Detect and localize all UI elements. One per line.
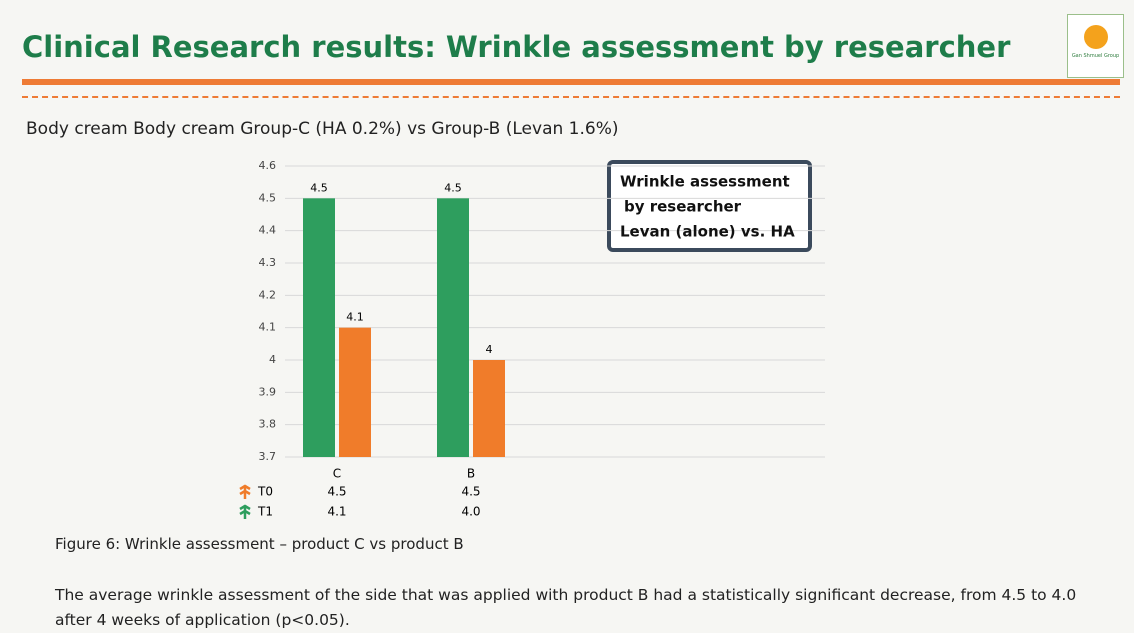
table-cell: 4.0 xyxy=(461,505,480,519)
table-row-label: T1 xyxy=(257,505,273,519)
data-label: 4 xyxy=(486,343,493,356)
bar xyxy=(437,198,469,458)
dashed-rule xyxy=(22,96,1120,98)
slide-title: Clinical Research results: Wrinkle asses… xyxy=(22,30,1011,64)
bar xyxy=(303,198,335,458)
bar xyxy=(339,327,371,457)
data-label: 4.1 xyxy=(346,311,364,324)
y-tick-label: 4.3 xyxy=(259,256,277,269)
annotation-text: Levan (alone) vs. HA xyxy=(620,223,795,241)
y-tick-label: 4.6 xyxy=(259,159,277,172)
x-tick-label: B xyxy=(467,467,475,481)
data-label: 4.5 xyxy=(310,181,328,194)
data-label: 4.5 xyxy=(444,181,462,194)
y-tick-label: 3.7 xyxy=(259,450,277,463)
y-tick-label: 4 xyxy=(269,353,276,366)
table-cell: 4.1 xyxy=(327,505,346,519)
title-rule xyxy=(22,79,1120,85)
logo: Gan Shmuel Group xyxy=(1067,14,1124,78)
table-cell: 4.5 xyxy=(461,485,480,499)
y-tick-label: 4.1 xyxy=(259,321,277,334)
table-row-label: T0 xyxy=(257,485,273,499)
bar xyxy=(473,360,505,457)
y-tick-label: 3.8 xyxy=(259,418,277,431)
legend-icon xyxy=(239,504,251,519)
y-tick-label: 4.5 xyxy=(259,191,277,204)
annotation-text: by researcher xyxy=(624,198,742,216)
annotation-box xyxy=(607,160,812,252)
y-tick-label: 4.4 xyxy=(259,224,277,237)
legend-icon xyxy=(239,484,251,499)
body-text: The average wrinkle assessment of the si… xyxy=(55,586,1077,629)
x-tick-label: C xyxy=(333,467,341,481)
table-cell: 4.5 xyxy=(327,485,346,499)
logo-icon xyxy=(1083,25,1108,49)
y-tick-label: 3.9 xyxy=(259,385,277,398)
annotation-text: Wrinkle assessment xyxy=(620,173,790,191)
logo-text: Gan Shmuel Group xyxy=(1071,53,1120,59)
y-tick-label: 4.2 xyxy=(259,288,277,301)
subtitle: Body cream Body cream Group-C (HA 0.2%) … xyxy=(26,119,619,139)
caption: Figure 6: Wrinkle assessment – product C… xyxy=(55,535,464,553)
